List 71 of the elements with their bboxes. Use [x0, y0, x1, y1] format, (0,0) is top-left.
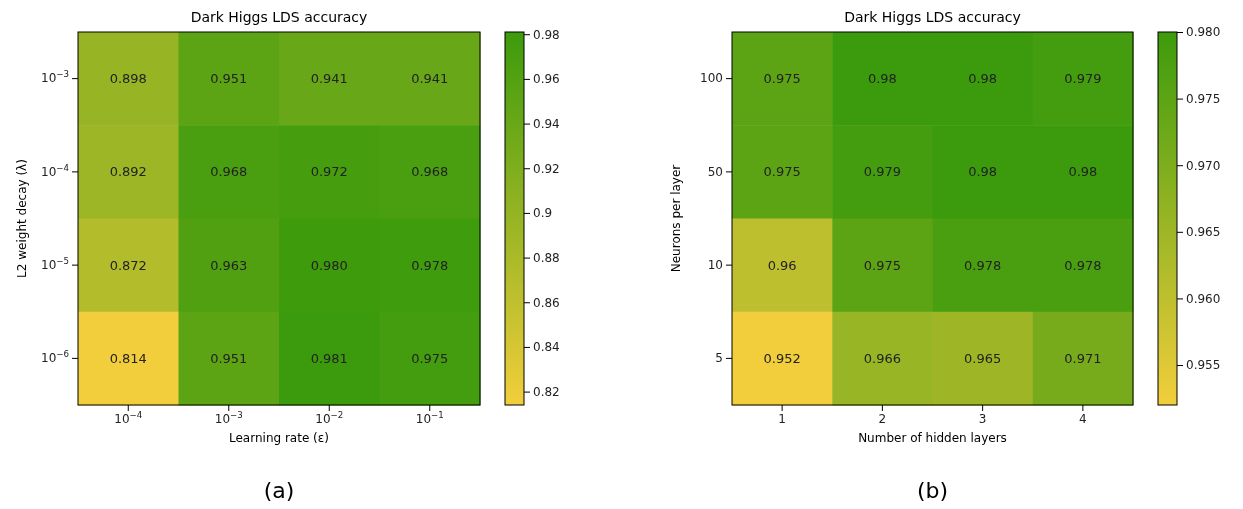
data-label: 0.979: [863, 164, 901, 180]
y-tick-label: 10$^{−3}$: [41, 69, 69, 86]
y-tick-label: 10$^{−6}$: [41, 349, 69, 366]
chart-title: Dark Higgs LDS accuracy: [190, 9, 368, 25]
data-label: 0.892: [109, 164, 147, 180]
data-label: 0.951: [210, 71, 248, 87]
color-bar-label: 0.86: [533, 295, 560, 310]
y-tick-label: 10$^{−4}$: [41, 162, 69, 179]
data-label: 0.975: [763, 71, 801, 87]
color-bar-label: 0.970: [1186, 158, 1221, 173]
x-axis-title: Number of hidden layers: [858, 431, 1007, 445]
data-label: 0.978: [411, 257, 449, 273]
x-tick-label: 1: [778, 411, 786, 426]
color-bar-label: 0.960: [1186, 291, 1221, 306]
data-label: 0.941: [411, 71, 449, 87]
data-label: 0.975: [863, 257, 901, 273]
y-tick-label: 5: [715, 351, 723, 366]
data-label: 0.978: [964, 257, 1002, 273]
color-bar-label: 0.96: [533, 72, 560, 87]
data-label: 0.971: [1064, 350, 1102, 366]
data-label: 0.968: [210, 164, 248, 180]
data-label: 0.98: [867, 71, 897, 87]
data-label: 0.975: [411, 350, 449, 366]
color-bar-label: 0.9: [533, 206, 553, 221]
data-label: 0.96: [767, 257, 797, 273]
color-bar-label: 0.975: [1186, 91, 1221, 106]
x-axis-title: Learning rate (ε): [229, 431, 329, 445]
data-label: 0.814: [109, 350, 147, 366]
data-label: 0.952: [763, 350, 801, 366]
x-tick-label: 10$^{−1}$: [415, 409, 444, 426]
y-tick-label: 10$^{−5}$: [41, 255, 69, 272]
color-bar-label: 0.955: [1186, 358, 1221, 373]
y-tick-label: 50: [707, 164, 723, 179]
data-label: 0.98: [968, 71, 998, 87]
data-label: 0.98: [1068, 164, 1098, 180]
data-label: 0.980: [310, 257, 348, 273]
color-bar-label: 0.82: [533, 384, 560, 399]
data-label: 0.968: [411, 164, 449, 180]
data-label: 0.941: [310, 71, 348, 87]
data-label: 0.972: [310, 164, 348, 180]
data-label: 0.872: [109, 257, 147, 273]
color-bar-label: 0.94: [533, 116, 560, 131]
data-label: 0.979: [1064, 71, 1102, 87]
x-tick-label: 2: [878, 411, 887, 426]
x-tick-label: 10$^{−3}$: [214, 409, 243, 426]
data-label: 0.981: [310, 350, 348, 366]
data-label: 0.951: [210, 350, 248, 366]
color-bar-label: 0.92: [533, 161, 560, 176]
data-label: 0.975: [763, 164, 801, 180]
y-tick-label: 10: [707, 257, 723, 272]
y-axis-title: L2 weight decay (λ): [15, 159, 29, 278]
data-label: 0.965: [964, 350, 1002, 366]
color-bar-label: 0.88: [533, 250, 560, 265]
data-label: 0.978: [1064, 257, 1102, 273]
text: (a): [263, 478, 295, 503]
color-bar-label: 0.965: [1186, 225, 1221, 240]
x-tick-label: 4: [1079, 411, 1087, 426]
color-bar-label: 0.980: [1186, 25, 1221, 40]
data-label: 0.898: [109, 71, 147, 87]
x-tick-label: 3: [978, 411, 987, 426]
color-bar-label: 0.84: [533, 340, 560, 355]
color-bar-label: 0.98: [533, 27, 560, 42]
x-tick-label: 10$^{−2}$: [315, 409, 344, 426]
y-axis-title: Neurons per layer: [669, 164, 683, 273]
data-label: 0.98: [968, 164, 998, 180]
x-tick-label: 10$^{−4}$: [114, 409, 143, 426]
y-tick-label: 100: [700, 71, 723, 86]
chart-title: Dark Higgs LDS accuracy: [844, 9, 1021, 25]
data-label: 0.966: [863, 350, 901, 366]
text: (b): [916, 478, 949, 503]
data-label: 0.963: [210, 257, 248, 273]
